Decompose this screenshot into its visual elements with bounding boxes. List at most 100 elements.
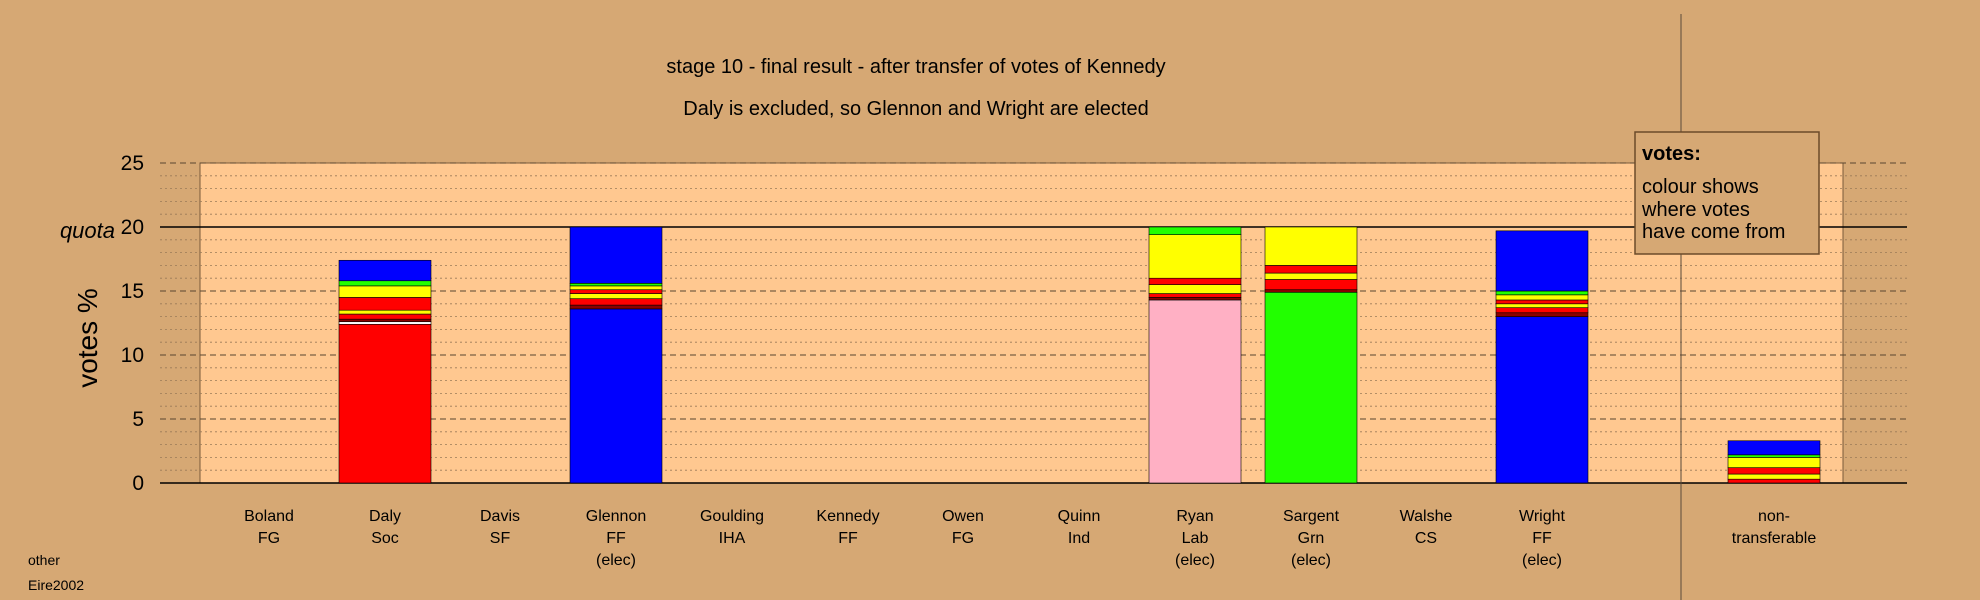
bar-segment	[1495, 299, 1589, 305]
plot-background	[199, 162, 1844, 484]
bar-segment	[1727, 457, 1821, 468]
bar-segment	[1148, 226, 1242, 235]
x-tick-label: transferable	[1732, 530, 1817, 547]
bar-segment	[569, 293, 663, 299]
y-tick-labels: 0 5 10 15 20 25	[121, 152, 144, 495]
x-tick-label: Davis	[480, 508, 520, 525]
x-tick-label: Owen	[942, 508, 984, 525]
x-tick-label: Soc	[371, 530, 399, 547]
bar-segment	[1264, 291, 1358, 484]
bar-segment	[1495, 307, 1589, 314]
quota-label: quota	[60, 218, 115, 243]
bar-segment	[1727, 473, 1821, 480]
x-tick-label: Kennedy	[816, 508, 879, 525]
x-tick-label: Sargent	[1283, 508, 1340, 525]
x-tick-label: FF	[1532, 530, 1552, 547]
y-tick-label: 10	[121, 344, 144, 367]
chart-title: stage 10 - final result - after transfer…	[666, 56, 1165, 78]
x-tick-label: CS	[1415, 530, 1437, 547]
y-tick-label: 15	[121, 280, 144, 303]
bar-segment	[1727, 454, 1821, 458]
bar-segment	[569, 226, 663, 284]
bar-segment	[1148, 299, 1242, 484]
bar-segment	[1727, 440, 1821, 456]
bar-segment	[1148, 293, 1242, 298]
bar-segment	[569, 289, 663, 294]
bar-segment	[338, 297, 432, 311]
bar-daly	[338, 259, 432, 484]
x-tick-label: (elec)	[1175, 552, 1215, 569]
bar-ryan	[1148, 226, 1242, 484]
bar-segment	[1495, 316, 1589, 484]
x-tick-label: Glennon	[586, 508, 647, 525]
x-tick-label: (elec)	[596, 552, 636, 569]
corner-note-other: other	[28, 552, 60, 568]
bar-segment	[1495, 303, 1589, 308]
bar-segment	[1495, 312, 1589, 317]
bar-segment	[338, 285, 432, 298]
legend-title: votes:	[1642, 143, 1701, 165]
bar-segment	[1264, 279, 1358, 291]
x-tick-label: Lab	[1182, 530, 1209, 547]
bar-segment	[1148, 277, 1242, 285]
bar-segment	[338, 321, 432, 325]
bar-segment	[569, 283, 663, 287]
x-tick-label: (elec)	[1522, 552, 1562, 569]
bar-segment	[1727, 467, 1821, 475]
bar-segment	[1264, 272, 1358, 280]
x-tick-label: Boland	[244, 508, 294, 525]
bar-segment	[338, 323, 432, 484]
bar-segment	[338, 259, 432, 282]
x-tick-label: non-	[1758, 508, 1790, 525]
bar-segment	[1264, 265, 1358, 274]
legend-line-1: colour shows	[1642, 176, 1759, 198]
corner-note-source: Eire2002	[28, 577, 84, 593]
bar-segment	[338, 309, 432, 315]
x-tick-label: Quinn	[1058, 508, 1101, 525]
y-tick-label: 20	[121, 216, 144, 239]
legend-line-2: where votes	[1641, 199, 1750, 221]
bar-segment	[569, 298, 663, 306]
bar-non	[1727, 440, 1821, 484]
x-tick-label: FG	[952, 530, 974, 547]
bar-segment	[569, 308, 663, 484]
bar-segment	[338, 280, 432, 287]
x-tick-label: Grn	[1298, 530, 1325, 547]
x-tick-labels: Boland FG Daly Soc Davis SF Glennon FF (elec) Gou…	[244, 508, 1816, 569]
x-tick-label: Ryan	[1176, 508, 1213, 525]
bar-segment	[569, 304, 663, 310]
legend-line-3: have come from	[1642, 221, 1785, 243]
bar-segment	[569, 285, 663, 291]
chart-subtitle: Daly is excluded, so Glennon and Wright …	[683, 98, 1148, 120]
legend-box: votes: colour shows where votes have com…	[1634, 131, 1820, 255]
x-tick-label: Walshe	[1400, 508, 1453, 525]
bars	[338, 226, 1821, 484]
x-tick-label: Daly	[369, 508, 401, 525]
bar-wright	[1495, 230, 1589, 484]
bar-segment	[1495, 290, 1589, 296]
bar-segment	[1148, 234, 1242, 279]
x-tick-label: FF	[606, 530, 626, 547]
x-tick-label: (elec)	[1291, 552, 1331, 569]
bar-segment	[1495, 230, 1589, 292]
bar-segment	[1148, 284, 1242, 294]
bar-segment	[338, 318, 432, 323]
x-tick-label: FF	[838, 530, 858, 547]
bar-segment	[338, 313, 432, 320]
bar-segment	[1148, 297, 1242, 301]
bar-segment	[1264, 226, 1358, 266]
bar-segment	[1264, 289, 1358, 293]
x-tick-label: IHA	[719, 530, 746, 547]
bar-glennon	[569, 226, 663, 484]
gridlines	[160, 162, 1907, 484]
y-tick-label: 0	[132, 472, 144, 495]
bar-segment	[1495, 294, 1589, 301]
legend-frame	[1634, 131, 1820, 255]
x-tick-label: Ind	[1068, 530, 1090, 547]
bar-sargent	[1264, 226, 1358, 484]
y-axis-label: votes %	[72, 288, 103, 388]
y-tick-label: 25	[121, 152, 144, 175]
bar-segment	[1727, 478, 1821, 484]
y-tick-label: 5	[132, 408, 144, 431]
